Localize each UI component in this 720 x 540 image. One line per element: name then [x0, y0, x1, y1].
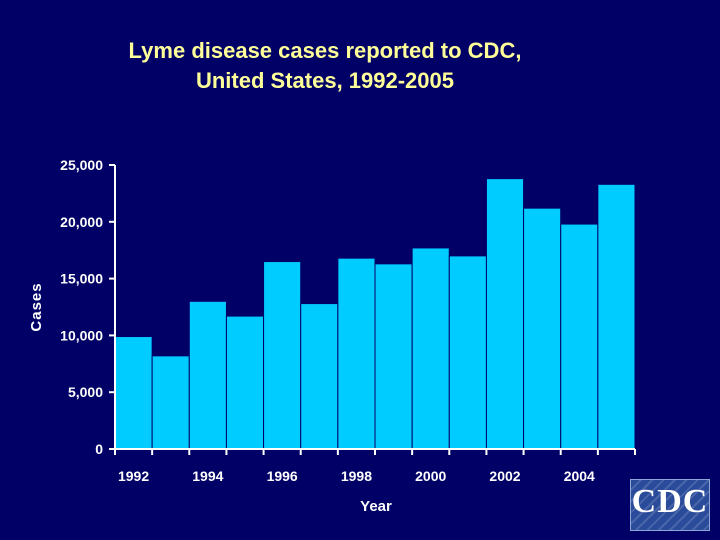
chart-title-line-1: Lyme disease cases reported to CDC, — [128, 38, 522, 63]
y-tick-label-15000: 15,000 — [60, 271, 103, 287]
x-tick-label-1996: 1996 — [267, 468, 298, 484]
bar-2003 — [523, 207, 562, 450]
y-tick-label-5000: 5,000 — [68, 384, 103, 400]
x-tick-label-2002: 2002 — [489, 468, 520, 484]
y-tick-label-25000: 25,000 — [60, 157, 103, 173]
x-tick-label-2004: 2004 — [564, 468, 595, 484]
y-tick-label-10000: 10,000 — [60, 327, 103, 343]
bar-1996 — [263, 261, 302, 450]
cdc-logo: CDC — [630, 479, 710, 531]
bar-1998 — [337, 257, 376, 450]
x-tick-label-2000: 2000 — [415, 468, 446, 484]
bar-1999 — [374, 263, 413, 450]
chart-title: Lyme disease cases reported to CDC, Unit… — [0, 36, 650, 96]
bar-1994 — [188, 300, 227, 450]
bar-1997 — [300, 303, 339, 450]
cdc-logo-stripes — [631, 480, 709, 530]
x-tick-label-1994: 1994 — [192, 468, 223, 484]
y-axis-title: Cases — [28, 282, 45, 331]
bar-2000 — [411, 247, 450, 450]
bar-1992 — [114, 336, 153, 450]
x-tick-label-1998: 1998 — [341, 468, 372, 484]
bar-2001 — [448, 255, 487, 450]
y-tick-label-0: 0 — [95, 441, 103, 457]
bar-2002 — [485, 178, 525, 450]
cdc-logo-text: CDC — [631, 483, 709, 520]
chart-title-line-2: United States, 1992-2005 — [195, 68, 455, 93]
x-axis-title: Year — [360, 498, 392, 515]
bar-1993 — [151, 355, 190, 450]
y-tick-label-20000: 20,000 — [60, 214, 103, 230]
bar-1995 — [225, 315, 265, 450]
bar-2004 — [560, 223, 599, 450]
bar-2005 — [597, 183, 636, 450]
x-tick-label-1992: 1992 — [118, 468, 149, 484]
